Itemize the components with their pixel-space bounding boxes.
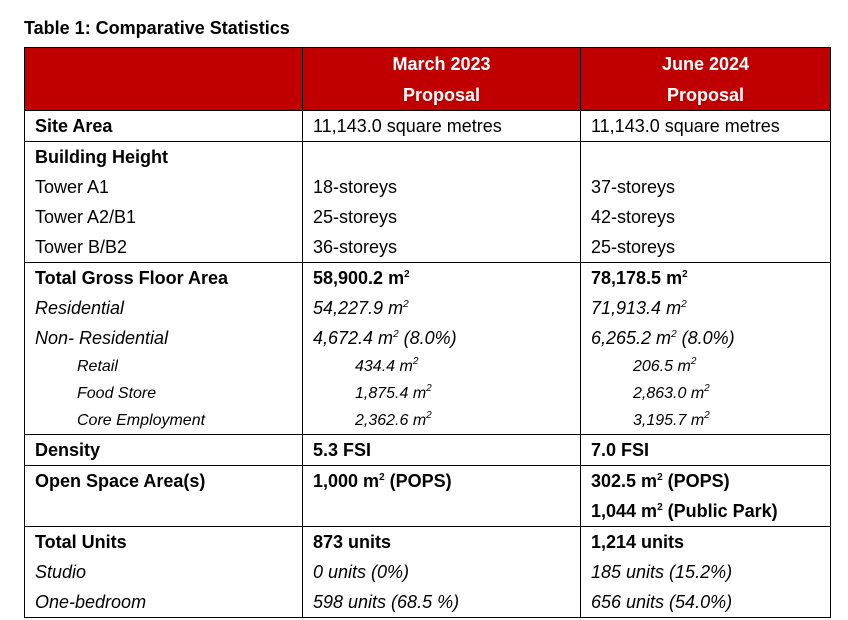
cell-value: 18-storeys <box>313 177 398 197</box>
row-label: Residential <box>35 298 125 318</box>
row-label: Tower A2/B1 <box>35 207 137 227</box>
cell-value: 4,672.4 m2 (8.0%) <box>313 328 457 348</box>
cell-value: 7.0 FSI <box>591 440 650 460</box>
row-label: Non- Residential <box>35 328 169 348</box>
row-label: Density <box>35 440 101 460</box>
cell-value: 1,875.4 m2 <box>355 383 432 403</box>
cell-value: 11,143.0 square metres <box>591 116 780 136</box>
row-label: Food Store <box>77 385 157 402</box>
cell-value: 11,143.0 square metres <box>313 116 502 136</box>
row-label: Building Height <box>35 147 168 167</box>
row-density: Density 5.3 FSI 7.0 FSI <box>24 434 831 466</box>
cell-value: 598 units (68.5 %) <box>313 592 460 612</box>
row-label: Studio <box>35 562 87 582</box>
row-total-units: Total Units Studio One-bedroom 873 units… <box>24 526 831 618</box>
row-open-space: Open Space Area(s) 1,000 m2 (POPS) 302.5… <box>24 465 831 527</box>
cell-value: 5.3 FSI <box>313 440 372 460</box>
cell-value: 71,913.4 m2 <box>591 298 687 318</box>
header-march-2023: March 2023 Proposal <box>302 47 581 111</box>
row-gross-floor-area: Total Gross Floor Area Residential Non- … <box>24 262 831 435</box>
cell-value: 1,044 m2 (Public Park) <box>591 501 778 521</box>
row-label: Total Units <box>35 532 127 552</box>
cell-value: 25-storeys <box>591 237 676 257</box>
cell-value: 36-storeys <box>313 237 398 257</box>
table-header-row: March 2023 Proposal June 2024 Proposal <box>24 47 831 111</box>
row-label: Core Employment <box>77 412 206 429</box>
cell-value: 1,000 m2 (POPS) <box>313 471 452 491</box>
cell-value: 58,900.2 m2 <box>313 268 410 288</box>
comparative-statistics-table: March 2023 Proposal June 2024 Proposal S… <box>24 47 831 618</box>
cell-value: 873 units <box>313 532 392 552</box>
cell-value: 6,265.2 m2 (8.0%) <box>591 328 735 348</box>
cell-value: 37-storeys <box>591 177 676 197</box>
cell-value: 2,362.6 m2 <box>355 410 432 430</box>
row-label: Site Area <box>35 116 113 136</box>
cell-value: 185 units (15.2%) <box>591 562 733 582</box>
row-site-area: Site Area 11,143.0 square metres 11,143.… <box>24 110 831 142</box>
row-label: Open Space Area(s) <box>35 471 206 491</box>
cell-value: 434.4 m2 <box>355 356 419 376</box>
cell-value: 2,863.0 m2 <box>633 383 710 403</box>
cell-value: 3,195.7 m2 <box>633 410 710 430</box>
cell-value: 54,227.9 m2 <box>313 298 409 318</box>
table-caption: Table 1: Comparative Statistics <box>24 18 290 38</box>
cell-value: 42-storeys <box>591 207 676 227</box>
row-label: Total Gross Floor Area <box>35 268 229 288</box>
row-label: One-bedroom <box>35 592 147 612</box>
cell-value: 25-storeys <box>313 207 398 227</box>
header-empty-cell <box>24 47 303 111</box>
header-june-2024: June 2024 Proposal <box>580 47 831 111</box>
cell-value: 78,178.5 m2 <box>591 268 688 288</box>
row-label: Tower B/B2 <box>35 237 128 257</box>
cell-value: 206.5 m2 <box>633 356 697 376</box>
cell-value: 0 units (0%) <box>313 562 410 582</box>
cell-value: 656 units (54.0%) <box>591 592 733 612</box>
cell-value: 1,214 units <box>591 532 685 552</box>
row-label: Retail <box>77 358 118 375</box>
row-label: Tower A1 <box>35 177 110 197</box>
cell-value: 302.5 m2 (POPS) <box>591 471 730 491</box>
row-building-height: Building Height Tower A1 Tower A2/B1 Tow… <box>24 141 831 263</box>
